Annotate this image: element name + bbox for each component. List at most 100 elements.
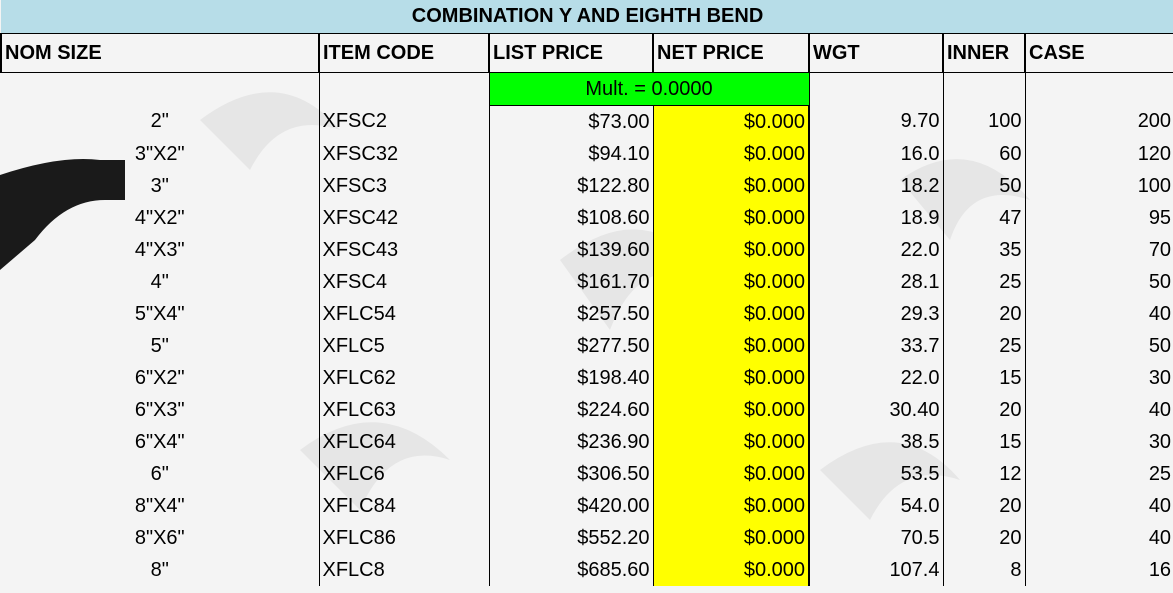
table-cell: 25 [1025, 458, 1173, 490]
multiplier: Mult. = 0.0000 [489, 73, 809, 106]
table-cell: $94.10 [489, 138, 653, 170]
table-cell: $420.00 [489, 490, 653, 522]
table-cell: XFSC32 [319, 138, 489, 170]
table-cell: 120 [1025, 138, 1173, 170]
table-cell: 2" [1, 106, 319, 139]
page: COMBINATION Y AND EIGHTH BEND NOM SIZEIT… [0, 0, 1173, 593]
table-cell: XFLC8 [319, 554, 489, 586]
table-cell: 40 [1025, 298, 1173, 330]
table-cell: 60 [943, 138, 1025, 170]
table-cell: $0.000 [653, 458, 809, 490]
table-cell: $236.90 [489, 426, 653, 458]
table-row: 5"X4"XFLC54$257.50$0.00029.32040 [1, 298, 1173, 330]
table-cell: 38.5 [809, 426, 943, 458]
column-header: ITEM CODE [319, 34, 489, 73]
table-cell: 4"X2" [1, 202, 319, 234]
table-cell: XFSC4 [319, 266, 489, 298]
table-cell: 6"X3" [1, 394, 319, 426]
table-cell: $0.000 [653, 362, 809, 394]
table-cell: 3" [1, 170, 319, 202]
table-cell: 28.1 [809, 266, 943, 298]
table-cell: $73.00 [489, 106, 653, 139]
table-cell: 20 [943, 394, 1025, 426]
column-header: WGT [809, 34, 943, 73]
table-cell: 53.5 [809, 458, 943, 490]
table-cell: $257.50 [489, 298, 653, 330]
column-header: NET PRICE [653, 34, 809, 73]
table-row: 8"XFLC8$685.60$0.000107.4816 [1, 554, 1173, 586]
table-cell: XFSC43 [319, 234, 489, 266]
table-cell: 12 [943, 458, 1025, 490]
table-title: COMBINATION Y AND EIGHTH BEND [1, 0, 1173, 34]
table-cell: 30 [1025, 362, 1173, 394]
table-cell: $0.000 [653, 394, 809, 426]
table-cell: 8"X4" [1, 490, 319, 522]
table-cell: 40 [1025, 394, 1173, 426]
table-cell: 15 [943, 426, 1025, 458]
table-cell: 4"X3" [1, 234, 319, 266]
price-table: COMBINATION Y AND EIGHTH BEND NOM SIZEIT… [0, 0, 1173, 586]
table-cell: $161.70 [489, 266, 653, 298]
table-row: 4"XFSC4$161.70$0.00028.12550 [1, 266, 1173, 298]
table-cell: 18.9 [809, 202, 943, 234]
table-cell: 54.0 [809, 490, 943, 522]
table-cell: $0.000 [653, 298, 809, 330]
table-cell: XFLC54 [319, 298, 489, 330]
table-cell: 6"X4" [1, 426, 319, 458]
table-cell: XFLC84 [319, 490, 489, 522]
table-cell: 47 [943, 202, 1025, 234]
table-cell: $0.000 [653, 266, 809, 298]
table-cell: $0.000 [653, 330, 809, 362]
table-cell: $0.000 [653, 426, 809, 458]
table-cell: 22.0 [809, 362, 943, 394]
column-header: CASE [1025, 34, 1173, 73]
table-cell: 20 [943, 490, 1025, 522]
table-cell: $0.000 [653, 202, 809, 234]
table-cell: $306.50 [489, 458, 653, 490]
table-cell: 9.70 [809, 106, 943, 139]
table-cell: $685.60 [489, 554, 653, 586]
table-cell: 30 [1025, 426, 1173, 458]
table-cell: 100 [943, 106, 1025, 139]
table-cell: 25 [943, 266, 1025, 298]
table-cell: XFLC63 [319, 394, 489, 426]
table-cell: 8"X6" [1, 522, 319, 554]
table-cell: $0.000 [653, 106, 809, 139]
table-cell: 16 [1025, 554, 1173, 586]
table-cell: XFSC3 [319, 170, 489, 202]
table-cell: $122.80 [489, 170, 653, 202]
column-header: LIST PRICE [489, 34, 653, 73]
table-cell: $0.000 [653, 554, 809, 586]
table-cell: 6"X2" [1, 362, 319, 394]
table-cell: $0.000 [653, 234, 809, 266]
table-cell: 29.3 [809, 298, 943, 330]
table-cell: 50 [1025, 330, 1173, 362]
table-cell: $0.000 [653, 522, 809, 554]
table-cell: 8" [1, 554, 319, 586]
table-cell: 16.0 [809, 138, 943, 170]
table-cell: 8 [943, 554, 1025, 586]
table-cell: 30.40 [809, 394, 943, 426]
table-cell: 18.2 [809, 170, 943, 202]
table-cell: $224.60 [489, 394, 653, 426]
table-row: 6"XFLC6$306.50$0.00053.51225 [1, 458, 1173, 490]
table-cell: 200 [1025, 106, 1173, 139]
table-cell: $277.50 [489, 330, 653, 362]
table-cell: 20 [943, 522, 1025, 554]
table-cell: 40 [1025, 490, 1173, 522]
table-cell: $0.000 [653, 138, 809, 170]
table-cell: XFLC86 [319, 522, 489, 554]
table-cell: $552.20 [489, 522, 653, 554]
table-cell: 50 [943, 170, 1025, 202]
table-cell: $198.40 [489, 362, 653, 394]
table-cell: 15 [943, 362, 1025, 394]
table-cell: 5" [1, 330, 319, 362]
table-cell: $139.60 [489, 234, 653, 266]
table-cell: 22.0 [809, 234, 943, 266]
